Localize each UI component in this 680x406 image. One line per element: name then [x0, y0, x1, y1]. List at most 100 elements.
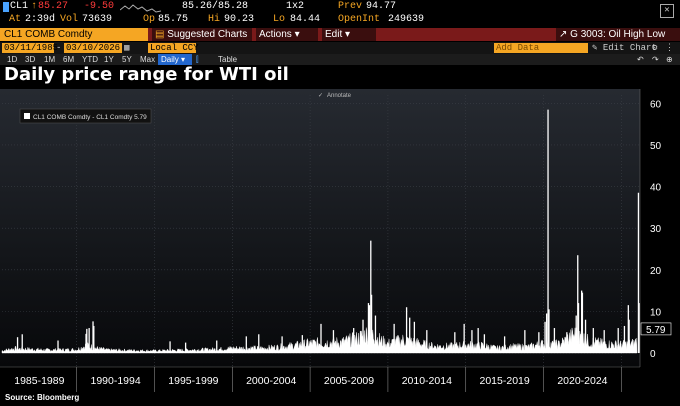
x-tick-label: 2020-2024	[557, 375, 607, 387]
end-date-input[interactable]: 03/10/2026	[64, 43, 122, 53]
quote-header: CL1 ↑ 85.27 -9.50 85.26/85.28 1x2 Prev 9…	[0, 0, 680, 28]
chart-icon: ▤	[155, 29, 165, 40]
edit-label: Edit	[325, 29, 343, 40]
currency-label: Local CCY	[150, 43, 199, 53]
date-controls: 03/11/1985 - 03/10/2026 ▦ Local CCY Add …	[0, 42, 680, 54]
y-tick-label: 0	[650, 349, 656, 360]
page-title: Daily price range for WTI oil	[4, 64, 289, 85]
high-price: 90.23	[224, 14, 255, 25]
prev-label: Prev	[338, 1, 363, 12]
zoom-icon[interactable]: ⊕	[666, 55, 673, 64]
chevron-down-icon: ▾	[345, 29, 351, 40]
add-data-input[interactable]: Add Data	[494, 43, 588, 53]
pencil-icon: ✎	[592, 43, 598, 53]
period-1d[interactable]: 1D	[7, 55, 18, 64]
price-change: -9.50	[84, 1, 115, 12]
period-3d[interactable]: 3D	[25, 55, 36, 64]
x-tick-label: 1985-1989	[14, 375, 64, 387]
x-tick-label: 2000-2004	[246, 375, 296, 387]
frequency-label: Daily	[161, 55, 179, 64]
calendar-icon[interactable]: ▦	[124, 43, 130, 53]
date-separator: -	[56, 43, 62, 53]
redo-icon[interactable]: ↷	[652, 55, 659, 64]
security-field[interactable]: CL1 COMB Comdty	[0, 28, 148, 41]
chevron-down-icon: ▾	[181, 55, 186, 64]
actions-label: Actions	[259, 29, 292, 40]
table-button[interactable]: Table	[218, 55, 238, 64]
x-tick-label: 1990-1994	[90, 375, 140, 387]
y-axis: 0 10 20 30 40 50 60 5.79	[639, 89, 672, 367]
candles-icon[interactable]: ⫿	[196, 55, 199, 64]
actions-button[interactable]: Actions ▾	[256, 28, 318, 41]
low-label: Lo	[273, 14, 286, 25]
openint-label: OpenInt	[338, 14, 381, 25]
y-tick-label: 30	[650, 224, 662, 235]
ticker-marker-icon	[3, 2, 9, 12]
x-tick-label: 2015-2019	[480, 375, 530, 387]
x-tick-label: 1995-1999	[168, 375, 218, 387]
bid-ask: 85.26/85.28	[182, 1, 249, 12]
y-tick-label: 60	[650, 99, 662, 110]
high-label: Hi	[208, 14, 221, 25]
period-bar: 1D 3D 1M 6M YTD 1Y 5Y Max Daily ▾ ⫿ Tabl…	[0, 54, 680, 65]
grid	[2, 95, 640, 367]
at-time: 2:39d	[25, 14, 56, 25]
sparkline-icon	[120, 4, 162, 13]
x-axis-band	[0, 367, 640, 392]
y-tick-label: 10	[650, 307, 662, 318]
y-tick-label: 20	[650, 266, 662, 277]
settings-gear-icon[interactable]: ⚙	[652, 43, 658, 53]
undo-icon[interactable]: ↶	[637, 55, 644, 64]
edit-chart-label: Edit Chart	[602, 43, 657, 53]
price-range-chart: 0 10 20 30 40 50 60 5.79 1985-1989 1990-1994 1995…	[0, 89, 672, 392]
ticker[interactable]: CL1	[10, 1, 29, 12]
external-link-icon: ↗	[559, 29, 568, 40]
vol-label: Vol	[60, 14, 79, 25]
more-menu-icon[interactable]: ⋮	[665, 43, 674, 53]
last-price: 85.27	[38, 1, 69, 12]
open-label: Op	[143, 14, 156, 25]
period-6m[interactable]: 6M	[63, 55, 75, 64]
prev-close: 94.77	[366, 1, 397, 12]
trend-arrow-icon: ↑	[31, 1, 38, 12]
source-note: Source: Bloomberg	[5, 393, 80, 402]
x-tick-label: 2005-2009	[324, 375, 374, 387]
period-5y[interactable]: 5Y	[122, 55, 132, 64]
volume: 73639	[82, 14, 113, 25]
legend-box	[19, 108, 152, 124]
legend-text: CL1 COMB Comdty - CL1 Comdty 5.79	[33, 114, 147, 121]
series-range	[1, 109, 640, 354]
x-tick-label: 2010-2014	[402, 375, 452, 387]
open-price: 85.75	[158, 14, 189, 25]
last-value-label: 5.79	[646, 325, 666, 336]
period-max[interactable]: Max	[140, 55, 156, 64]
period-1m[interactable]: 1M	[44, 55, 56, 64]
trade-size: 1x2	[286, 1, 305, 12]
period-1y[interactable]: 1Y	[104, 55, 114, 64]
page-id-label: G 3003: Oil High Low	[570, 29, 666, 40]
legend-swatch	[24, 113, 30, 119]
page-id[interactable]: ↗ G 3003: Oil High Low	[556, 28, 680, 41]
y-tick-label: 40	[650, 183, 662, 194]
close-icon[interactable]: ✕	[660, 4, 674, 18]
suggested-charts-button[interactable]: ▤ Suggested Charts	[152, 28, 252, 41]
last-value-tag	[640, 322, 672, 336]
low-price: 84.44	[290, 14, 321, 25]
edit-chart-button[interactable]: ✎ Edit Chart	[592, 43, 657, 53]
legend: CL1 COMB Comdty - CL1 Comdty 5.79	[19, 108, 152, 124]
checkmark-icon: ✓	[318, 93, 323, 99]
period-ytd[interactable]: YTD	[82, 55, 98, 64]
at-label: At	[9, 14, 22, 25]
start-date-input[interactable]: 03/11/1985	[2, 43, 59, 53]
annotate-button[interactable]: ✓ Annotate	[318, 93, 352, 99]
x-axis: 1985-1989 1990-1994 1995-1999 2000-2004 2005…	[0, 366, 640, 392]
chevron-down-icon: ▾	[294, 29, 300, 40]
frequency-select[interactable]: Daily ▾	[158, 54, 192, 65]
suggested-charts-label: Suggested Charts	[167, 29, 248, 40]
y-tick-label: 50	[650, 141, 662, 152]
annotate-label: Annotate	[327, 93, 352, 99]
function-toolbar: CL1 COMB Comdty ▤ Suggested Charts Actio…	[0, 28, 680, 41]
edit-button[interactable]: Edit ▾	[322, 28, 376, 41]
open-interest: 249639	[388, 14, 425, 25]
currency-select[interactable]: Local CCY	[148, 43, 199, 53]
